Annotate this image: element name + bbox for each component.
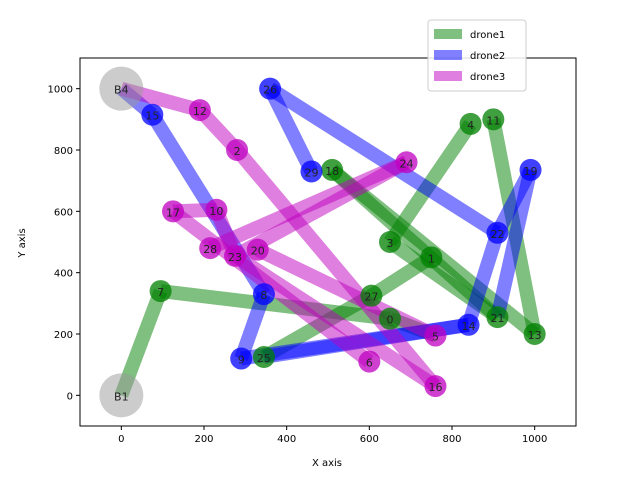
x-tick-label: 1000 [522,434,547,445]
drone3-waypoint-label: 20 [251,245,265,258]
drone3-waypoint-label: 23 [228,251,242,264]
drone2-waypoint-marker [141,103,164,126]
drone1-waypoint-marker [420,246,443,269]
drone2-route-segment [263,85,318,175]
legend: drone1 drone2 drone3 [427,19,527,92]
drone1-waypoint-marker [486,306,509,329]
drone2-waypoint-marker [259,77,282,100]
drone3-route-segment [254,243,439,342]
x-tick-label: 600 [360,434,379,445]
drone3-route-segment [231,145,441,391]
y-tick-label: 400 [54,269,73,280]
drone1-waypoint-marker [321,158,344,181]
drone2-waypoint-label: 22 [490,228,504,241]
drone2-route-segment [461,230,505,327]
x-axis-label: X axis [312,458,342,469]
drone1-waypoint-marker [523,323,546,345]
drone2-legend-swatch [434,50,462,60]
y-tick-label: 0 [67,391,73,402]
drone2-waypoint-label: 15 [145,110,159,123]
drone1-waypoint-label: 7 [157,286,164,299]
drone2-waypoint-marker [252,283,275,306]
drone2-waypoint-marker [486,221,509,244]
drone1-waypoint-label: 11 [486,114,500,127]
drone2-route-segment [266,82,502,239]
drone3-waypoint-label: 5 [432,331,439,344]
drone3-waypoint-marker [188,99,211,122]
drone1-waypoint-marker [379,231,401,253]
drone3-waypoint-marker [395,151,418,174]
base-label: B1 [114,390,129,403]
drone3-waypoint-marker [162,200,184,223]
drone1-waypoint-label: 18 [325,165,339,178]
drone1-legend-swatch [434,29,462,39]
drone1-legend-label: drone1 [470,30,505,41]
drone3-waypoint-marker [358,350,381,373]
drone3-waypoint-marker [205,198,228,221]
drone3-waypoint-label: 24 [400,157,414,170]
drone2-legend-label: drone2 [470,51,505,62]
drone1-waypoint-label: 25 [257,352,271,365]
drone3-waypoint-marker [424,324,447,347]
drone1-waypoint-label: 0 [387,314,394,327]
y-tick-label: 200 [54,330,73,341]
drone2-waypoint-label: 14 [462,320,476,333]
drone3-waypoint-marker [226,139,249,161]
drone2-waypoint-label: 29 [304,166,318,179]
axes: X axis Y axis 0 200 400 600 800 1000020040060… [17,57,577,469]
drone3-waypoint-label: 10 [209,205,223,218]
base-marker [99,373,144,418]
drone1-waypoint-marker [360,284,383,307]
drone1-waypoint-label: 3 [387,237,394,250]
drone2-waypoint-marker [230,347,253,370]
drone3-route-segment [231,156,410,262]
drone3-waypoint-marker [424,375,447,398]
drone3-waypoint-label: 17 [166,206,180,219]
drone3-waypoint-label: 2 [234,145,241,158]
drone1-waypoint-marker [252,346,275,368]
drone1-waypoint-label: 27 [364,291,378,304]
drone2-waypoint-marker [519,158,542,181]
drone1-waypoint-marker [149,280,172,303]
base-marker [99,66,144,111]
drone3-waypoint-marker [246,238,269,261]
x-tick-label: 200 [194,434,213,445]
drone2-waypoint-marker [300,160,323,183]
drone1-waypoint-label: 13 [528,329,542,342]
drone3-waypoint-marker [224,244,246,267]
drone3-waypoint-label: 16 [428,381,442,394]
drone2-route-segment [490,168,538,319]
y-axis-label: Y axis [17,228,28,258]
drone2-route-segment [234,291,271,361]
drone2-waypoint-marker [457,313,480,336]
drone1-waypoint-marker [482,108,505,131]
x-tick-label: 400 [277,434,296,445]
y-tick-label: 600 [54,207,73,218]
drone3-legend-swatch [434,71,462,81]
drone3-legend-label: drone3 [470,72,505,83]
drone1-waypoint-marker [459,112,482,135]
drone1-waypoint-label: 4 [467,119,474,132]
drone2-waypoint-label: 19 [524,165,538,178]
drone3-waypoint-label: 12 [193,105,207,118]
x-tick-label: 0 [118,434,124,445]
plot-frame [79,57,577,427]
base-label: B4 [114,84,129,97]
drone3-waypoint-marker [199,237,222,260]
drone2-waypoint-label: 26 [263,84,277,97]
drone1-waypoint-label: 21 [490,312,504,325]
y-tick-label: 800 [54,146,73,157]
drone3-route-segment [231,249,440,393]
drone1-waypoint-label: 1 [428,252,435,265]
drone2-waypoint-label: 8 [260,289,267,302]
y-tick-label: 1000 [48,85,73,96]
drone3-waypoint-label: 6 [366,357,373,370]
drone2-waypoint-label: 9 [238,354,245,367]
x-tick-label: 800 [442,434,461,445]
drone3-waypoint-label: 28 [203,243,217,256]
drone1-waypoint-marker [379,307,401,330]
